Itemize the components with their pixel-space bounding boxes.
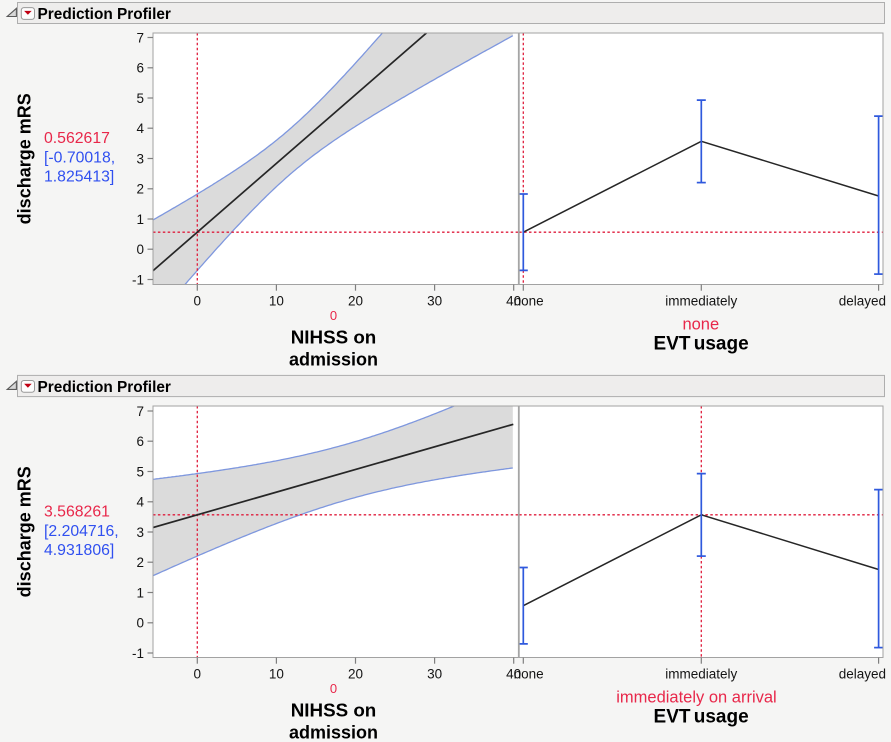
svg-text:immediately: immediately — [665, 294, 737, 309]
svg-text:none: none — [514, 667, 544, 682]
svg-text:1: 1 — [136, 585, 144, 600]
svg-text:Prediction Profiler: Prediction Profiler — [38, 6, 171, 23]
svg-text:2: 2 — [136, 182, 144, 197]
svg-text:0: 0 — [136, 616, 144, 631]
svg-text:none: none — [682, 316, 719, 334]
svg-text:EVT usage: EVT usage — [654, 707, 749, 728]
svg-text:1.825413]: 1.825413] — [44, 169, 114, 186]
svg-text:0: 0 — [194, 667, 202, 682]
svg-text:20: 20 — [348, 294, 363, 309]
svg-text:admission: admission — [289, 723, 378, 742]
svg-text:0: 0 — [194, 294, 202, 309]
svg-text:7: 7 — [136, 30, 144, 45]
svg-text:30: 30 — [427, 294, 442, 309]
svg-text:delayed: delayed — [839, 667, 886, 682]
svg-text:discharge mRS: discharge mRS — [14, 466, 34, 597]
svg-text:0: 0 — [136, 242, 144, 257]
svg-text:6: 6 — [136, 61, 144, 76]
svg-text:40: 40 — [506, 294, 521, 309]
svg-text:EVT usage: EVT usage — [654, 334, 749, 355]
svg-text:5: 5 — [136, 464, 144, 479]
svg-text:3: 3 — [136, 525, 144, 540]
svg-text:0: 0 — [330, 681, 337, 696]
svg-text:40: 40 — [506, 667, 521, 682]
svg-text:3: 3 — [136, 151, 144, 166]
svg-text:4: 4 — [136, 495, 144, 510]
svg-text:0.562617: 0.562617 — [44, 130, 110, 147]
svg-text:NIHSS on: NIHSS on — [291, 326, 377, 347]
svg-text:delayed: delayed — [839, 294, 886, 309]
svg-text:[-0.70018,: [-0.70018, — [44, 149, 115, 166]
svg-text:30: 30 — [427, 667, 442, 682]
svg-text:20: 20 — [348, 667, 363, 682]
svg-text:0: 0 — [330, 308, 337, 323]
svg-text:admission: admission — [289, 350, 378, 370]
svg-text:immediately: immediately — [665, 667, 737, 682]
svg-text:5: 5 — [136, 91, 144, 106]
svg-text:[2.204716,: [2.204716, — [44, 523, 119, 540]
svg-text:discharge mRS: discharge mRS — [14, 93, 34, 224]
svg-text:2: 2 — [136, 555, 144, 570]
svg-text:4.931806]: 4.931806] — [44, 542, 114, 559]
svg-text:Prediction Profiler: Prediction Profiler — [38, 379, 171, 396]
svg-text:7: 7 — [136, 404, 144, 419]
svg-text:NIHSS on: NIHSS on — [291, 699, 377, 720]
svg-text:1: 1 — [136, 212, 144, 227]
svg-text:10: 10 — [269, 294, 284, 309]
svg-text:4: 4 — [136, 121, 144, 136]
svg-text:immediately on arrival: immediately on arrival — [616, 689, 776, 707]
svg-text:-1: -1 — [132, 646, 144, 661]
svg-text:6: 6 — [136, 434, 144, 449]
svg-text:none: none — [514, 294, 544, 309]
svg-text:-1: -1 — [132, 272, 144, 287]
svg-text:10: 10 — [269, 667, 284, 682]
svg-text:3.568261: 3.568261 — [44, 504, 110, 521]
